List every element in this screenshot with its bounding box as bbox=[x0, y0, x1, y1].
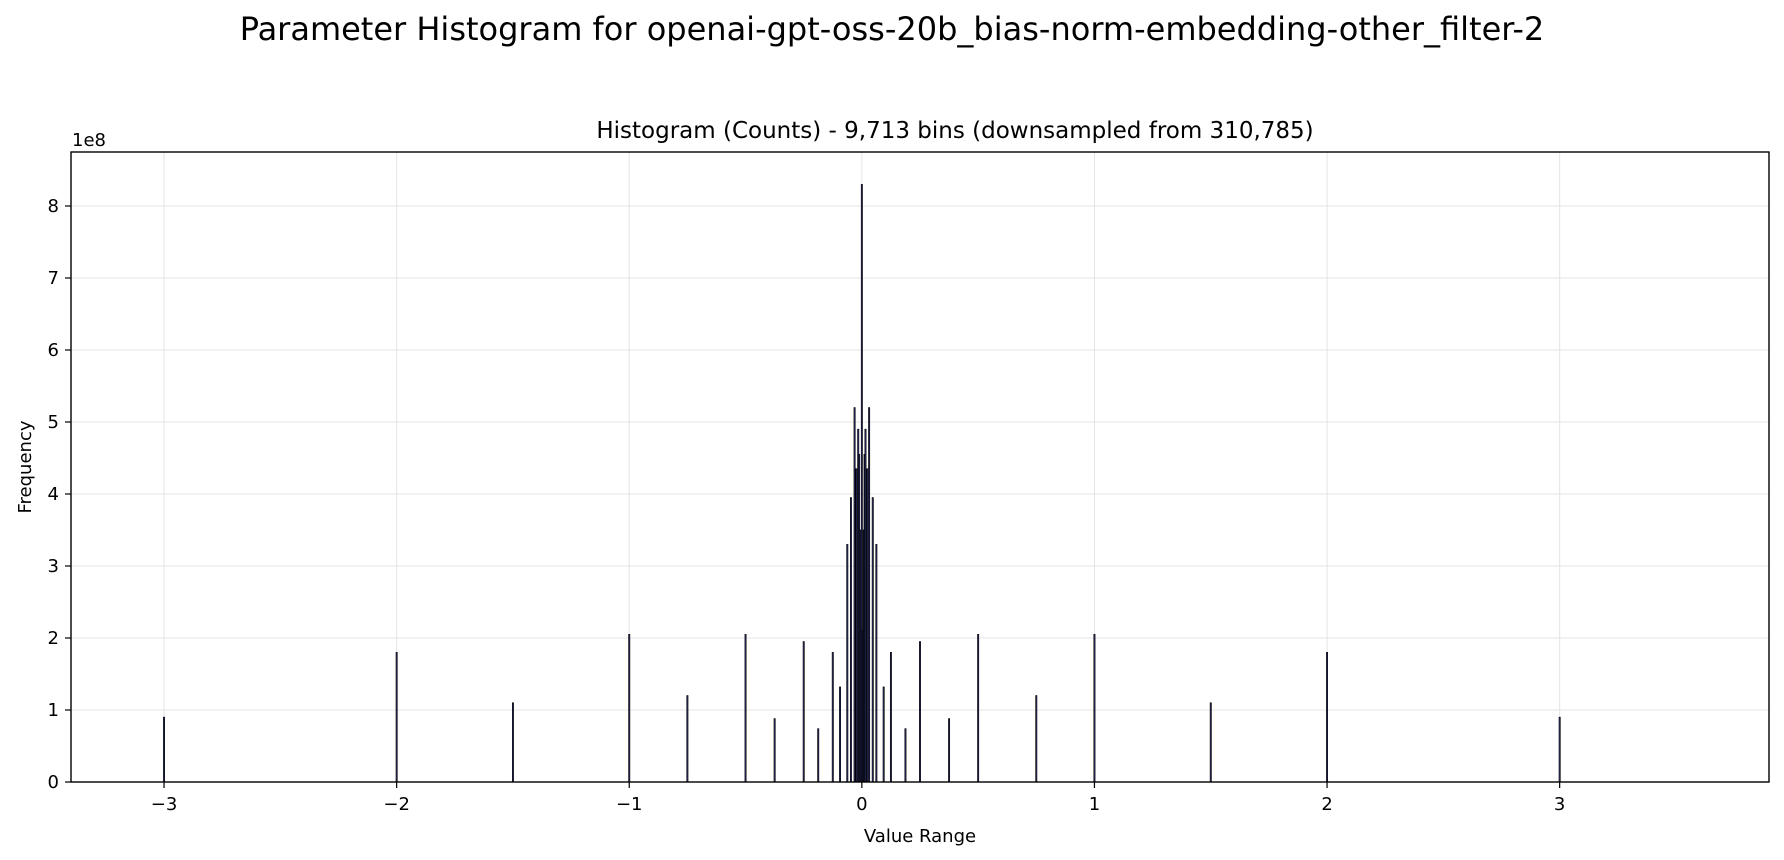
histogram-bar bbox=[864, 428, 867, 783]
histogram-bar bbox=[628, 634, 631, 783]
y-tick-label: 2 bbox=[48, 628, 59, 649]
figure-suptitle: Parameter Histogram for openai-gpt-oss-2… bbox=[240, 10, 1545, 48]
y-axis-label: Frequency bbox=[15, 420, 36, 513]
histogram-bar bbox=[817, 728, 820, 783]
histogram-bar bbox=[1035, 695, 1038, 783]
y-tick-label: 1 bbox=[48, 700, 59, 721]
histogram-bar bbox=[1209, 702, 1212, 783]
histogram-bar bbox=[871, 497, 874, 783]
histogram-bar bbox=[846, 544, 849, 783]
histogram-bar bbox=[868, 407, 871, 783]
histogram-bar bbox=[866, 468, 869, 783]
x-tick-label: 3 bbox=[1554, 794, 1565, 815]
x-tick-label: 1 bbox=[1089, 794, 1100, 815]
y-tick-label: 8 bbox=[48, 196, 59, 217]
y-tick-label: 4 bbox=[48, 484, 59, 505]
histogram-bar bbox=[889, 652, 892, 783]
histogram-bar bbox=[919, 641, 921, 783]
histogram-bar bbox=[163, 716, 165, 783]
histogram-bar bbox=[875, 544, 878, 783]
histogram-bar bbox=[904, 728, 907, 783]
histogram-bar bbox=[855, 468, 858, 783]
x-tick-label: −3 bbox=[151, 794, 178, 815]
x-axis-label: Value Range bbox=[864, 826, 976, 847]
x-tick-label: −1 bbox=[616, 794, 643, 815]
y-tick-label: 0 bbox=[48, 772, 59, 793]
histogram-bar bbox=[511, 702, 514, 783]
bar-layer bbox=[163, 184, 1561, 783]
histogram-bar bbox=[853, 407, 856, 783]
histogram-bar bbox=[744, 634, 747, 783]
histogram-bar bbox=[1326, 652, 1329, 783]
histogram-bar bbox=[977, 634, 980, 783]
tick-layer: −3 −2 −1 0 1 2 3 0 1 2 3 4 5 6 7 8 bbox=[48, 196, 1566, 815]
histogram-bar bbox=[831, 652, 834, 783]
histogram-bar bbox=[839, 686, 841, 783]
histogram-bar bbox=[802, 641, 805, 783]
y-tick-label: 6 bbox=[48, 340, 59, 361]
grid-layer bbox=[71, 152, 1769, 783]
y-tick-label: 7 bbox=[48, 268, 59, 289]
x-tick-label: −2 bbox=[383, 794, 410, 815]
histogram-bar bbox=[1093, 634, 1096, 783]
histogram-bar bbox=[882, 686, 885, 783]
histogram-bar bbox=[686, 695, 689, 783]
histogram-bar bbox=[948, 718, 951, 783]
y-tick-label: 3 bbox=[48, 556, 59, 577]
histogram-bar bbox=[773, 718, 776, 783]
plot-frame bbox=[70, 151, 1770, 783]
y-offset-label: 1e8 bbox=[72, 130, 106, 151]
chart-title: Histogram (Counts) - 9,713 bins (downsam… bbox=[596, 118, 1313, 144]
histogram-bar bbox=[395, 652, 398, 783]
histogram-bar bbox=[1558, 716, 1561, 783]
x-tick-label: 0 bbox=[856, 794, 867, 815]
y-tick-label: 5 bbox=[48, 412, 59, 433]
x-tick-label: 2 bbox=[1321, 794, 1332, 815]
histogram-bar bbox=[849, 497, 852, 783]
